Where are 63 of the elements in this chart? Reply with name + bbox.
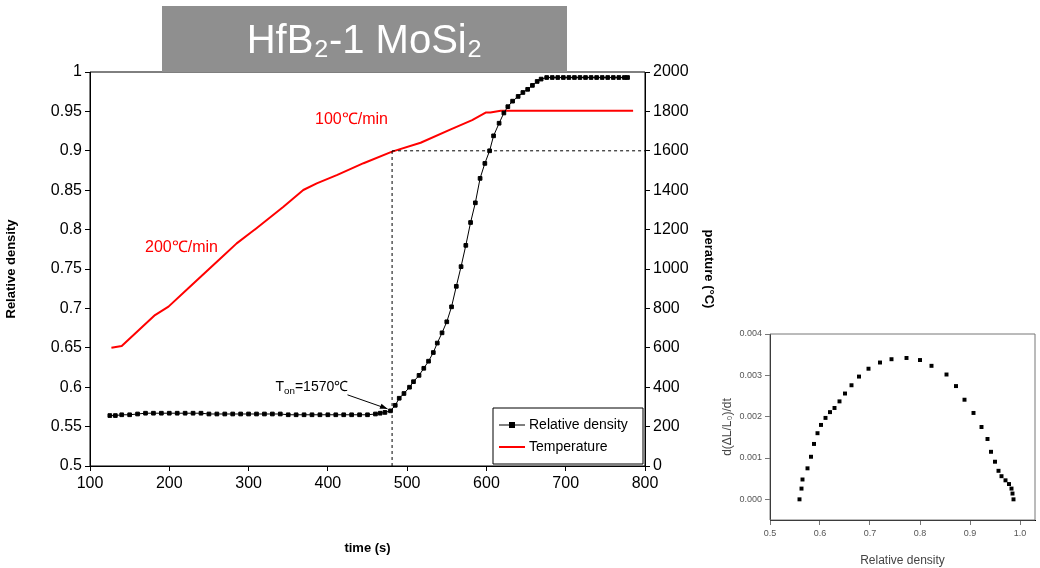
point	[843, 391, 847, 396]
x-tick-label: 800	[631, 474, 659, 492]
legend-label: Temperature	[529, 437, 608, 454]
point	[828, 410, 832, 415]
y2-tick-label: 1200	[653, 220, 689, 238]
y2-axis-title: perature (°C)	[701, 229, 717, 309]
y-tick-label: 0.95	[50, 101, 83, 119]
y-tick-label: 0.004	[739, 328, 762, 339]
y-axis-title: Relative density	[3, 218, 19, 319]
x-tick-label: 400	[314, 474, 342, 492]
point	[1007, 482, 1011, 487]
point	[878, 360, 882, 365]
y-tick-label: 0.75	[50, 259, 83, 277]
y2-tick-label: 2000	[653, 62, 689, 80]
x-tick-label: 200	[155, 474, 183, 492]
y-tick-label: 0.8	[59, 220, 83, 238]
x-tick-label: 500	[393, 474, 421, 492]
annotation: 100℃/min	[315, 110, 388, 127]
point	[989, 449, 993, 454]
x-tick-label: 0.7	[863, 527, 877, 538]
y-tick-label: 0.85	[50, 180, 83, 198]
y2-tick-label: 800	[653, 298, 680, 316]
y2-tick-label: 200	[653, 417, 680, 435]
y-tick-label: 1	[73, 62, 83, 80]
x-tick-label: 0.6	[813, 527, 827, 538]
point	[819, 422, 823, 427]
y-tick-label: 0.002	[739, 411, 762, 422]
y2-tick-label: 0	[653, 456, 662, 474]
x-tick-label: 600	[473, 474, 500, 492]
x-axis-title: time (s)	[344, 539, 391, 555]
y2-tick-label: 1600	[653, 141, 689, 159]
y2-tick-label: 1000	[653, 259, 689, 277]
x-tick-label: 300	[235, 474, 263, 492]
y-tick-label: 0.000	[739, 493, 762, 504]
point	[809, 454, 813, 459]
x-tick-label: 700	[552, 474, 580, 492]
y-tick-label: 0.6	[59, 377, 83, 395]
y-tick-label: 0.55	[50, 417, 83, 435]
point	[918, 358, 922, 363]
x-tick-label: 0.9	[963, 527, 977, 538]
x-tick-label: 100	[76, 474, 104, 492]
point	[812, 441, 816, 446]
y-tick-label: 0.003	[739, 369, 762, 380]
y2-tick-label: 1800	[653, 101, 689, 119]
legend-label: Relative density	[529, 415, 628, 432]
y2-tick-label: 400	[653, 377, 680, 395]
chart-title: HfB₂-1 MoSi₂	[162, 6, 567, 72]
y-tick-label: 0.5	[59, 456, 83, 474]
y-tick-label: 0.001	[739, 452, 762, 463]
y2-tick-label: 600	[653, 338, 680, 356]
x-tick-label: 1.0	[1013, 527, 1027, 538]
y-tick-label: 0.9	[59, 141, 83, 159]
x-tick-label: 0.5	[763, 527, 777, 538]
y-tick-label: 0.65	[50, 338, 83, 356]
x-axis-title: Relative density	[860, 553, 945, 568]
y-tick-label: 0.7	[59, 298, 83, 316]
point	[857, 374, 861, 379]
annotation: 200℃/min	[145, 238, 218, 255]
point	[993, 459, 997, 464]
x-tick-label: 0.8	[913, 527, 927, 538]
point	[954, 384, 958, 389]
y-axis-title: d(ΔL/L₀)/dt	[719, 397, 734, 456]
y2-tick-label: 1400	[653, 180, 689, 198]
